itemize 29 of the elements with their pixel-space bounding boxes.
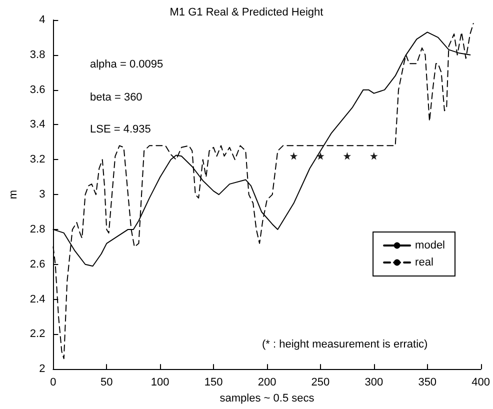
- y-tick-label: 2.8: [30, 223, 46, 236]
- y-tick-label: 3.8: [30, 48, 46, 61]
- y-axis-title: m: [8, 190, 20, 200]
- annotation: beta = 360: [90, 92, 142, 104]
- x-tick-label: 400: [472, 376, 490, 389]
- y-tick-label: 4: [39, 14, 46, 26]
- y-tick-label: 2.4: [30, 293, 46, 306]
- annotation: LSE = 4.935: [90, 124, 151, 136]
- annotation: alpha = 0.0095: [90, 58, 164, 70]
- y-tick-label: 2.2: [30, 328, 46, 340]
- x-axis-title: samples ~ 0.5 secs: [220, 392, 315, 404]
- x-tick-label: 250: [311, 376, 330, 389]
- x-tick-label: 300: [364, 376, 384, 389]
- x-tick-label: 150: [204, 376, 223, 389]
- y-tick-label: 3.6: [30, 84, 46, 96]
- x-tick-label: 0: [50, 376, 56, 389]
- y-tick-label: 2.6: [30, 258, 46, 270]
- y-tick-label: 3: [39, 188, 46, 201]
- legend-label: real: [415, 256, 434, 268]
- chart-title: M1 G1 Real & Predicted Height: [170, 6, 324, 18]
- x-tick-label: 50: [100, 376, 113, 389]
- y-tick-label: 3.4: [30, 118, 46, 131]
- x-tick-label: 350: [418, 376, 437, 389]
- x-tick-label: 100: [150, 376, 170, 389]
- y-tick-label: 3.2: [30, 154, 46, 166]
- y-tick-label: 2: [39, 363, 46, 376]
- x-tick-label: 200: [258, 376, 276, 389]
- legend-label: model: [415, 240, 446, 252]
- annotation: (* : height measurement is erratic): [262, 338, 428, 350]
